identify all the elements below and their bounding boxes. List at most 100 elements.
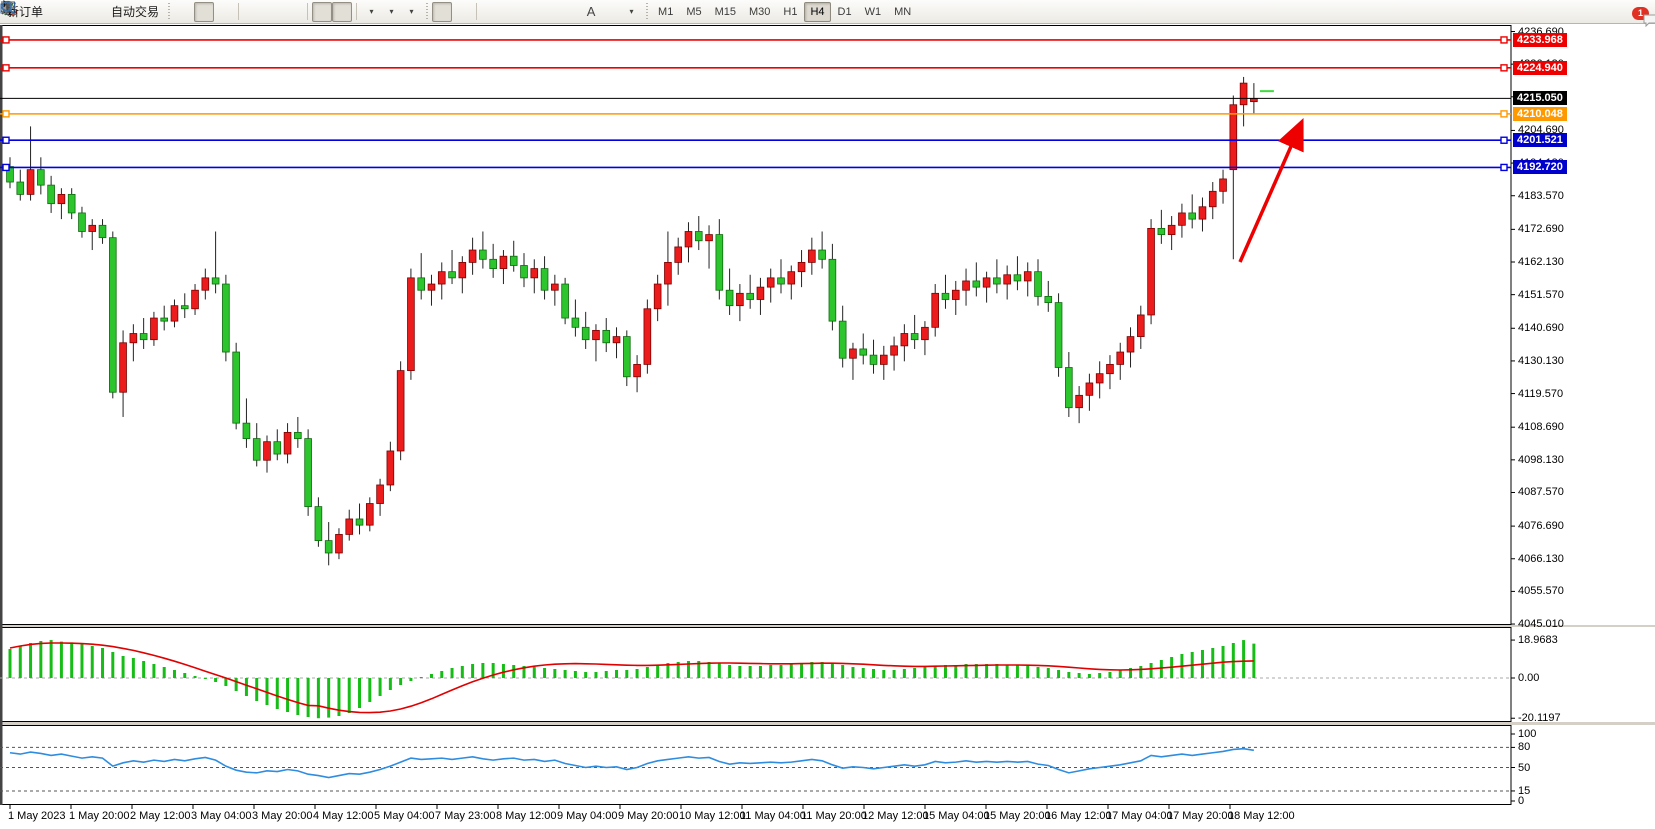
indicators-button[interactable]: ▾ <box>1 2 381 22</box>
auto-scroll-button[interactable] <box>4 1 353 22</box>
hline-handle-support-1[interactable] <box>2 136 10 144</box>
toolbar-gripper <box>424 3 430 20</box>
signal-button[interactable] <box>0 0 107 22</box>
text-tool[interactable]: A <box>581 2 601 22</box>
trend-arrow-annotation[interactable] <box>1238 117 1304 263</box>
candle-body <box>427 283 436 291</box>
candle-body <box>581 326 590 341</box>
periods-button[interactable]: ▾ <box>1 1 401 22</box>
candle-body <box>180 305 189 310</box>
fibonacci-tool[interactable]: F <box>2 2 581 22</box>
bar-chart-button[interactable] <box>1 2 194 22</box>
candle-body <box>376 484 384 504</box>
candle-body <box>109 237 117 393</box>
hline-handle-resistance-2[interactable] <box>1500 64 1508 72</box>
candle-body <box>972 280 981 288</box>
arrows-tool[interactable]: ▾ <box>2 2 641 22</box>
candle-body <box>869 354 878 365</box>
candle-body <box>139 333 148 341</box>
candle-body <box>890 345 898 356</box>
candle-body <box>797 262 806 273</box>
timeframe-h4-button[interactable]: H4 <box>804 1 831 22</box>
candle-body <box>437 271 446 285</box>
line-chart-button[interactable] <box>0 2 234 22</box>
candle-body <box>551 283 559 291</box>
timeframe-m1-button[interactable]: M1 <box>658 5 674 18</box>
candle-body <box>561 283 569 319</box>
timeframe-w1-button[interactable]: W1 <box>864 5 882 18</box>
arrows-dropdown-caret: ▾ <box>629 7 634 16</box>
svg-text:F: F <box>13 9 17 16</box>
panel-splitter[interactable] <box>0 722 1655 725</box>
candle-body <box>355 518 364 526</box>
timeframe-m30-button[interactable]: M30 <box>749 5 771 18</box>
candle-body <box>304 438 312 508</box>
hline-handle-support-2[interactable] <box>2 163 10 172</box>
candle-body <box>489 258 497 269</box>
timeframe-m5-button[interactable]: M5 <box>686 5 702 18</box>
candle-body <box>1065 367 1073 409</box>
profile-button[interactable] <box>1 1 67 22</box>
timeframe-m15-button[interactable]: M15 <box>714 5 736 18</box>
vertical-line-tool[interactable] <box>5 1 501 22</box>
auto-trading-button[interactable]: 自动交易 <box>0 2 163 22</box>
text-label-tool[interactable]: T <box>1 2 621 22</box>
candle-body <box>67 193 76 214</box>
market-watch-button[interactable] <box>1 2 87 22</box>
candle-body <box>1219 178 1227 192</box>
zoom-out-button[interactable] <box>1 1 283 22</box>
candle-body <box>448 271 456 279</box>
candle-body <box>509 255 518 266</box>
hline-handle-resistance-2[interactable] <box>2 64 10 72</box>
candle-body <box>242 422 251 440</box>
horizontal-line-tool[interactable] <box>1 2 521 22</box>
candle-body <box>705 234 713 242</box>
hline-handle-support-1[interactable] <box>1500 136 1508 144</box>
candle-body <box>602 330 611 344</box>
hline-handle-support-2[interactable] <box>1500 163 1508 172</box>
candle-body <box>838 320 847 359</box>
candle-body <box>540 268 549 291</box>
hline-handle-resistance-1[interactable] <box>1500 36 1508 44</box>
candle-body <box>694 231 703 242</box>
candle-body <box>633 364 641 378</box>
hline-handle-pivot[interactable] <box>2 110 10 118</box>
search-icon[interactable] <box>0 0 16 16</box>
timeframe-d1-button[interactable]: D1 <box>837 5 852 18</box>
candlestick-chart-button[interactable] <box>2 1 215 22</box>
new-order-button[interactable]: 新订单 <box>3 2 47 22</box>
trendline-tool[interactable] <box>1 1 541 22</box>
candle-body <box>1126 336 1135 353</box>
candle-body <box>859 348 868 356</box>
candle-body <box>941 292 950 300</box>
candle-body <box>1198 206 1207 220</box>
candle-body <box>571 317 580 328</box>
candle-body <box>222 283 230 353</box>
tile-windows-button[interactable] <box>1 1 303 22</box>
zoom-in-button[interactable] <box>1 1 263 22</box>
candle-body <box>1147 228 1155 316</box>
cursor-button[interactable] <box>3 0 453 22</box>
templates-button[interactable]: ▾ <box>1 2 421 22</box>
main-toolbar: 新订单 自动交易 <box>0 0 1655 27</box>
timeframe-mn-button[interactable]: MN <box>894 5 912 18</box>
crosshair-button[interactable] <box>1 1 472 22</box>
timeframe-h1-button[interactable]: H1 <box>783 5 798 18</box>
hline-handle-resistance-1[interactable] <box>2 36 10 44</box>
candle-body <box>273 441 282 455</box>
new-order-label: 新订单 <box>7 5 44 19</box>
candle-body <box>499 255 508 269</box>
chart-shift-button[interactable] <box>2 1 333 22</box>
candle-body <box>160 317 169 322</box>
panel-splitter[interactable] <box>0 625 1655 627</box>
candle-body <box>766 277 775 288</box>
candle-body <box>900 333 909 347</box>
hline-handle-pivot[interactable] <box>1500 110 1508 118</box>
svg-text:T: T <box>5 4 11 15</box>
candle-body <box>1178 212 1186 226</box>
candle-body <box>88 224 97 232</box>
channel-tool[interactable]: E <box>1 1 561 22</box>
candle-body <box>1157 228 1166 235</box>
